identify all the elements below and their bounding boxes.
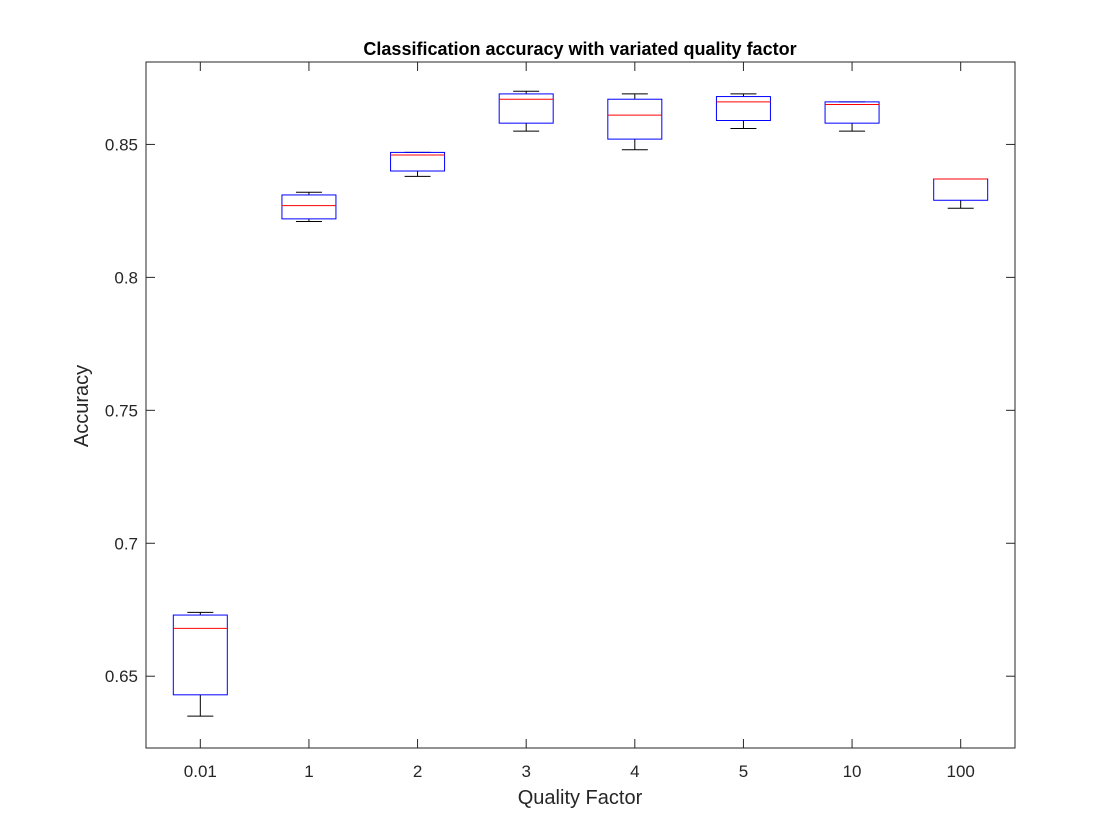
x-tick-label: 1 (304, 762, 313, 781)
box-iqr (715, 96, 771, 121)
plot-area: 0.65 0.7 0.75 0.8 0.85 0.01 1 2 3 4 5 10 100 (105, 61, 1016, 781)
x-tick-label: 2 (413, 762, 422, 781)
x-tick-label: 100 (947, 762, 975, 781)
y-tick-label: 0.85 (105, 135, 138, 154)
x-tick-label: 0.01 (184, 762, 217, 781)
y-tick-label: 0.8 (114, 268, 138, 287)
y-tick-label: 0.65 (105, 667, 138, 686)
x-tick-label: 10 (843, 762, 862, 781)
y-tick-label: 0.7 (114, 534, 138, 553)
y-tick-label: 0.75 (105, 401, 138, 420)
box-iqr (390, 151, 446, 172)
axes-frame (145, 61, 1016, 749)
box-iqr (281, 194, 337, 220)
box-iqr (172, 614, 228, 696)
x-tick-label: 5 (739, 762, 748, 781)
chart-title: Classification accuracy with variated qu… (363, 39, 796, 59)
x-tick-label: 3 (521, 762, 530, 781)
box-iqr (824, 101, 880, 124)
x-tick-label: 4 (630, 762, 639, 781)
y-axis-label: Accuracy (71, 365, 93, 447)
box-iqr (607, 98, 663, 140)
box-iqr (498, 93, 554, 124)
x-axis-label: Quality Factor (518, 787, 643, 809)
